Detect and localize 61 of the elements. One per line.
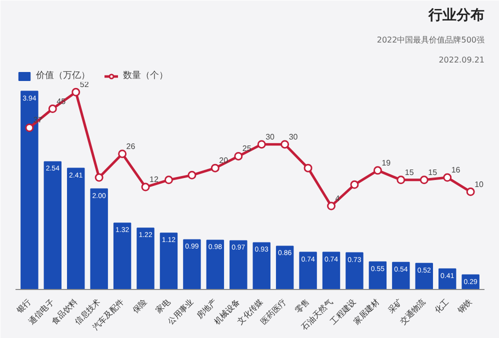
point <box>141 182 150 192</box>
bar <box>252 242 270 290</box>
point <box>188 170 196 180</box>
point <box>350 180 359 189</box>
data-label: 20 <box>219 156 229 166</box>
data-label: 30 <box>266 132 276 142</box>
point <box>48 104 57 114</box>
bar <box>230 240 248 290</box>
point <box>25 124 34 132</box>
x-tick-label: 银行 <box>14 297 33 316</box>
legend-label: 价值（万亿） <box>36 70 90 81</box>
point <box>327 202 336 210</box>
data-label: 25 <box>242 144 252 154</box>
point <box>72 88 80 96</box>
bar <box>136 228 154 290</box>
point <box>94 173 104 182</box>
chart-title: 行业分布 <box>428 8 484 24</box>
data-label: 12 <box>150 175 159 184</box>
x-tick-label: 零售 <box>294 297 312 315</box>
text: 2022.09.21 <box>438 56 485 64</box>
bar <box>299 252 317 290</box>
bar <box>113 222 132 290</box>
data-label: 19 <box>382 158 392 168</box>
point <box>257 140 266 149</box>
x-tick-label: 采矿 <box>386 297 404 315</box>
legend-label: 数量（个） <box>123 70 168 82</box>
data-label: 4 <box>335 194 340 204</box>
point <box>373 166 382 175</box>
bar <box>44 161 62 290</box>
bar <box>276 246 294 290</box>
data-label: 26 <box>126 142 136 151</box>
bar <box>160 232 178 290</box>
data-label: 30 <box>288 132 298 142</box>
bar <box>206 240 224 290</box>
x-tick-label: 保险 <box>131 297 149 315</box>
bar <box>392 262 410 290</box>
point <box>280 140 290 149</box>
point <box>164 176 173 184</box>
point <box>396 176 406 184</box>
x-tick-label: 钢铁 <box>455 297 474 316</box>
bar <box>346 252 364 290</box>
bar <box>90 188 108 290</box>
x-tick-label: 化工 <box>432 297 451 315</box>
point <box>234 152 243 160</box>
bar <box>67 168 85 290</box>
chart-subtitle: 2022中国最具价值品牌500强 <box>376 36 485 44</box>
data-label: 15 <box>404 168 414 177</box>
data-label: 37 <box>33 116 43 125</box>
bar <box>183 239 201 290</box>
point <box>118 150 127 158</box>
point <box>304 164 312 172</box>
point <box>466 188 475 196</box>
data-label: 15 <box>428 168 438 177</box>
data-label: 52 <box>80 80 90 90</box>
data-label: 16 <box>451 166 461 175</box>
point <box>210 164 220 172</box>
point <box>443 173 452 182</box>
point <box>420 176 428 184</box>
x-tick-label: 家电 <box>154 297 172 315</box>
data-label: 10 <box>474 180 484 189</box>
bar <box>322 252 340 290</box>
